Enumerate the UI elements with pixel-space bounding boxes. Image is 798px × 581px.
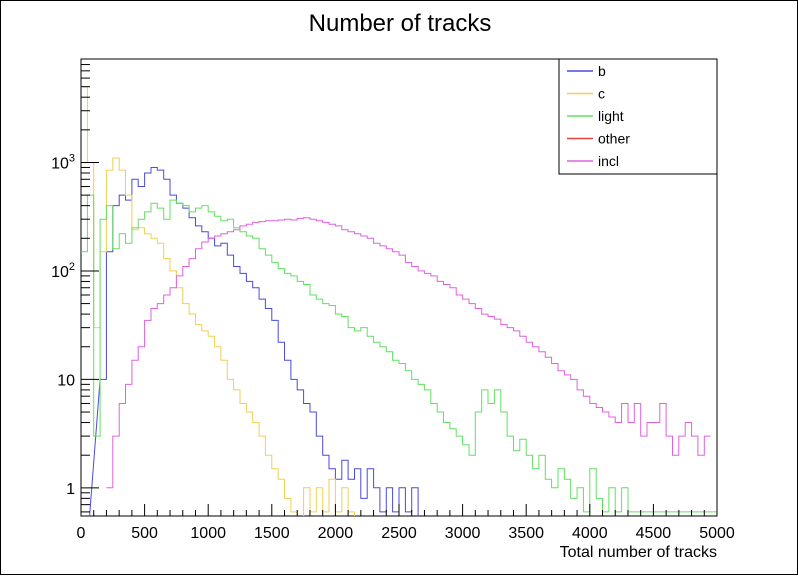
x-tick-label: 3500 [508, 525, 544, 542]
series-line-b [89, 167, 419, 516]
chart-title: Number of tracks [309, 10, 492, 37]
x-axis-label: Total number of tracks [560, 544, 717, 561]
legend-label-incl: incl [598, 153, 619, 169]
y-axis: 1 10 102 103 [51, 58, 99, 513]
legend-label-light: light [598, 108, 624, 124]
legend-label-b: b [598, 63, 606, 79]
y-tick-label: 102 [51, 261, 75, 281]
legend-label-other: other [598, 131, 630, 147]
x-tick-label: 4000 [572, 525, 608, 542]
y-tick-label: 10 [57, 372, 75, 389]
series-line-c [81, 86, 355, 516]
series-line-incl [106, 217, 711, 489]
series-line-light [81, 194, 717, 513]
x-tick-label: 1500 [254, 525, 290, 542]
y-tick-label: 103 [51, 152, 75, 172]
series-group [81, 86, 717, 516]
x-tick-label: 2500 [381, 525, 417, 542]
x-tick-label: 5000 [699, 525, 735, 542]
x-axis: 0 500 1000 1500 2000 2500 3000 3500 4000 4500 5000 [77, 504, 735, 542]
x-tick-label: 2000 [318, 525, 354, 542]
legend-label-c: c [598, 86, 605, 102]
x-tick-label: 3000 [445, 525, 481, 542]
y-tick-label: 1 [66, 481, 75, 498]
x-tick-label: 4500 [636, 525, 672, 542]
x-tick-label: 1000 [190, 525, 226, 542]
x-tick-label: 0 [77, 525, 86, 542]
legend: bc light other incl [558, 58, 718, 175]
x-tick-label: 500 [131, 525, 158, 542]
